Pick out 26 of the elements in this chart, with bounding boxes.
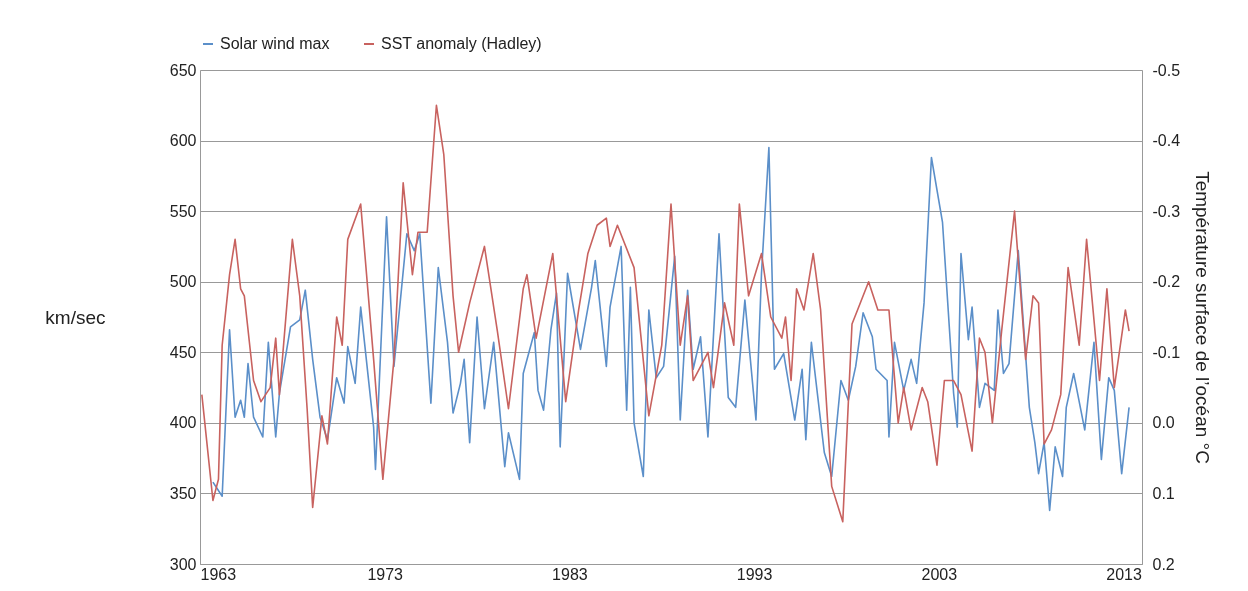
y2-tick-label: -0.2 <box>1152 273 1181 291</box>
legend-label: SST anomaly (Hadley) <box>381 35 542 52</box>
legend-label: Solar wind max <box>220 35 330 52</box>
x-tick-label: 1993 <box>736 565 773 583</box>
x-tick-label: 1973 <box>367 565 404 583</box>
y-tick-label: 400 <box>169 414 197 432</box>
y-tick-label: 350 <box>169 484 197 502</box>
y-tick-label: 650 <box>169 61 197 79</box>
x-tick-label: 1963 <box>200 565 237 583</box>
y2-tick-label: -0.3 <box>1152 202 1181 220</box>
y-tick-label: 450 <box>169 343 197 361</box>
y-tick-label: 500 <box>169 273 197 291</box>
y2-tick-label: -0.4 <box>1152 132 1181 150</box>
y2-tick-label: 0.1 <box>1152 484 1175 502</box>
x-tick-label: 2013 <box>1106 565 1142 583</box>
y2-tick-label: 0.2 <box>1152 555 1175 573</box>
x-tick-label: 2003 <box>921 565 958 583</box>
y2-tick-label: -0.5 <box>1152 61 1181 79</box>
y2-axis-title: Température surface de l’océan °C <box>1192 171 1214 464</box>
y-axis-title: km/sec <box>45 306 106 328</box>
y-tick-label: 600 <box>169 132 197 150</box>
y2-tick-label: -0.1 <box>1152 343 1181 361</box>
x-tick-label: 1983 <box>552 565 588 583</box>
y-tick-label: 300 <box>169 555 197 573</box>
y-tick-label: 550 <box>169 202 197 220</box>
y2-tick-label: 0.0 <box>1152 414 1175 432</box>
